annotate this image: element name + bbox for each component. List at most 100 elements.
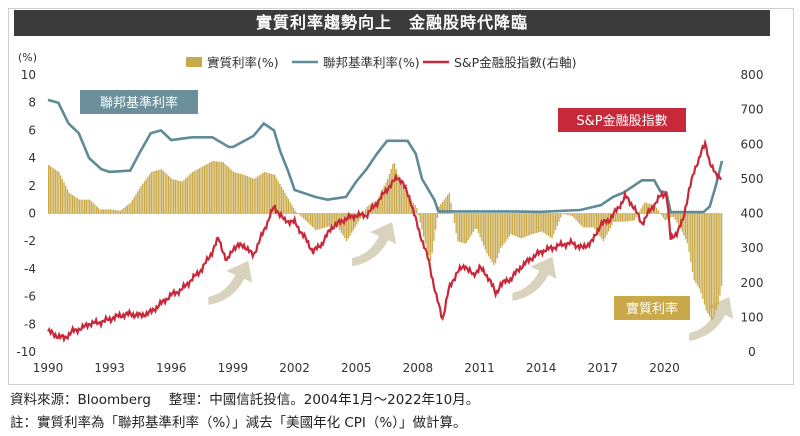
real-rate-bar-386: [708, 213, 711, 317]
real-rate-bar-245: [467, 213, 469, 241]
real-rate-bar-195: [381, 189, 384, 214]
real-rate-bar-349: [645, 202, 647, 214]
real-rate-bar-157: [316, 213, 319, 230]
real-rate-bar-336: [623, 213, 625, 222]
real-rate-bar-44: [123, 207, 125, 214]
real-rate-bar-186: [366, 206, 368, 214]
real-rate-bar-49: [131, 199, 134, 214]
real-rate-bar-371: [683, 213, 685, 236]
legend-label-sp-financials: S&P金融股指數(右軸): [454, 55, 576, 70]
real-rate-bar-34: [106, 209, 108, 214]
real-rate-bar-390: [715, 213, 718, 310]
real-rate-bar-354: [654, 205, 656, 214]
real-rate-bar-303: [566, 213, 569, 215]
real-rate-bar-136: [280, 186, 283, 214]
real-rate-bar-219: [423, 213, 425, 237]
real-rate-bar-96: [212, 160, 214, 214]
real-rate-bar-385: [707, 213, 709, 314]
real-rate-bar-78: [181, 181, 183, 214]
real-rate-bar-263: [498, 213, 500, 254]
real-rate-bar-115: [244, 175, 247, 214]
real-rate-bar-281: [529, 213, 531, 235]
y-left-tick: 10: [21, 68, 36, 82]
real-rate-bar-65: [159, 169, 161, 214]
real-rate-bar-343: [635, 213, 637, 218]
real-rate-bar-265: [501, 213, 504, 246]
real-rate-bar-69: [166, 174, 168, 214]
y-left-tick: -10: [16, 345, 36, 359]
real-rate-bar-247: [470, 213, 473, 235]
real-rate-bar-24: [89, 199, 91, 214]
real-rate-bar-320: [595, 213, 598, 232]
real-rate-bar-335: [621, 213, 623, 222]
real-rate-bar-32: [102, 209, 105, 214]
real-rate-bar-384: [705, 213, 707, 311]
real-rate-bar-158: [318, 213, 320, 230]
real-rate-bar-139: [286, 195, 288, 214]
real-rate-bar-114: [243, 174, 245, 214]
trend-arrow-1: [208, 260, 253, 305]
real-rate-bar-383: [703, 213, 706, 305]
real-rate-bar-356: [657, 210, 659, 214]
real-rate-bar-375: [690, 213, 692, 262]
real-rate-bar-271: [512, 213, 514, 235]
real-rate-bar-141: [289, 201, 291, 214]
real-rate-bar-19: [80, 199, 82, 214]
real-rate-bar-48: [130, 202, 132, 214]
real-rate-bar-331: [614, 213, 617, 222]
real-rate-bar-230: [441, 201, 444, 214]
real-rate-bar-90: [202, 166, 204, 214]
real-rate-bar-135: [279, 183, 281, 214]
real-rate-bar-121: [255, 177, 257, 214]
real-rate-bar-129: [268, 173, 271, 214]
real-rate-bar-99: [217, 161, 219, 214]
real-rate-bar-109: [234, 172, 236, 214]
real-rate-bar-296: [554, 213, 557, 231]
real-rate-bar-224: [431, 213, 433, 253]
real-rate-bar-248: [472, 213, 474, 232]
real-rate-bar-246: [469, 213, 471, 238]
real-rate-bar-174: [345, 213, 348, 242]
real-rate-bar-43: [121, 209, 123, 214]
real-rate-bar-323: [601, 213, 603, 239]
real-rate-bar-302: [565, 213, 567, 215]
real-rate-bar-266: [503, 213, 505, 244]
real-rate-bar-359: [662, 213, 665, 218]
real-rate-bar-259: [491, 213, 493, 263]
real-rate-bar-75: [176, 180, 178, 214]
real-rate-bar-306: [571, 213, 574, 217]
annotation-sp-financials-box: [558, 108, 686, 132]
real-rate-bar-31: [101, 209, 103, 214]
real-rate-bar-147: [299, 213, 302, 216]
real-rate-bar-164: [328, 213, 331, 227]
real-rate-bar-60: [150, 171, 153, 214]
real-rate-bar-211: [409, 198, 411, 214]
trend-arrow-2: [352, 222, 397, 267]
real-rate-bar-340: [630, 213, 632, 221]
real-rate-bar-112: [239, 173, 242, 214]
real-rate-bar-305: [570, 213, 572, 216]
real-rate-bar-268: [506, 213, 509, 239]
legend-swatch-real-rate: [186, 57, 202, 67]
real-rate-bar-91: [203, 165, 206, 214]
real-rate-bar-105: [227, 167, 230, 214]
real-rate-bar-277: [522, 213, 524, 238]
real-rate-bar-128: [267, 172, 269, 214]
real-rate-bar-148: [301, 213, 303, 218]
real-rate-bar-73: [173, 179, 175, 214]
real-rate-bar-51: [135, 194, 137, 214]
real-rate-bar-280: [527, 213, 529, 236]
x-tick: 2002: [279, 361, 310, 375]
real-rate-bar-97: [214, 161, 216, 214]
real-rate-bar-144: [294, 210, 296, 214]
real-rate-bar-150: [304, 213, 307, 221]
real-rate-bar-156: [315, 213, 317, 231]
real-rate-bar-194: [380, 192, 382, 214]
real-rate-bar-240: [458, 213, 461, 242]
real-rate-bar-29: [97, 207, 99, 214]
x-tick: 2011: [464, 361, 495, 375]
real-rate-bar-168: [335, 213, 337, 225]
real-rate-bar-269: [508, 213, 510, 237]
real-rate-bar-358: [661, 213, 663, 216]
real-rate-bar-124: [260, 174, 262, 214]
